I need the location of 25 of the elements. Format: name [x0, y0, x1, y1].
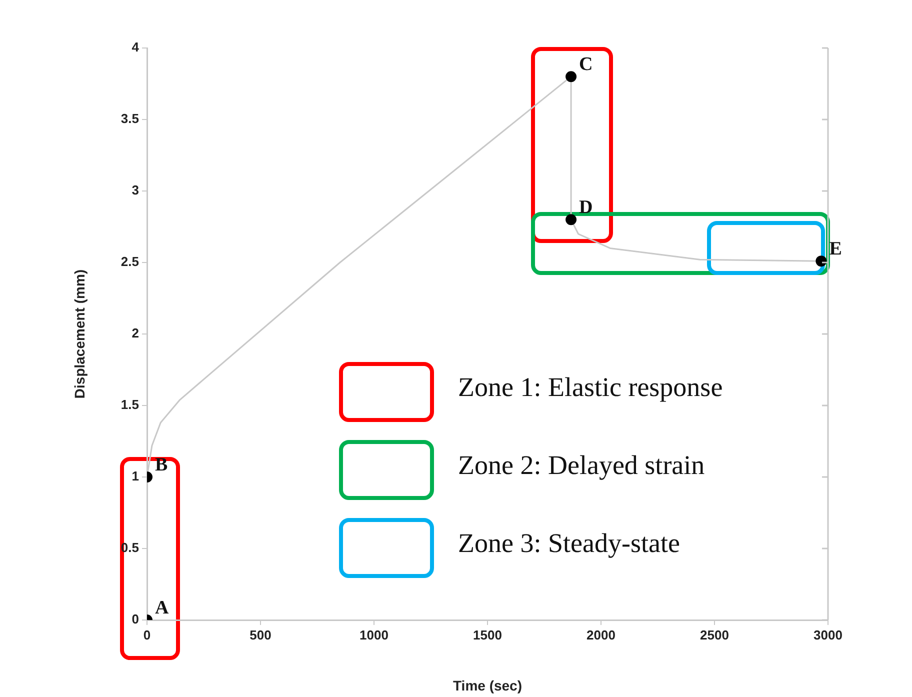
annotation: B: [155, 454, 168, 476]
y-axis-title: Displacement (mm): [71, 269, 88, 399]
y-tick-label: 3.5: [120, 111, 139, 126]
y-tick-label: 0: [132, 612, 139, 627]
x-tick-label: 2500: [700, 627, 729, 642]
annotation: A: [155, 597, 169, 618]
x-axis-title: Time (sec): [453, 677, 522, 694]
x-tick-label: 1000: [360, 627, 388, 642]
x-tick-label: 500: [250, 627, 272, 642]
x-tick-label: 3000: [814, 627, 842, 642]
y-tick-label: 2: [132, 326, 139, 341]
x-tick-label: 0: [143, 627, 151, 642]
y-tick-label: 1: [132, 468, 139, 484]
point: [566, 214, 577, 226]
annotation: Zone 2: Delayed strain: [458, 450, 705, 481]
annotation: C: [579, 54, 593, 76]
y-tick-label: 4: [132, 40, 140, 55]
y-tick-label: 2.5: [120, 254, 139, 270]
x-tick-label: 2000: [586, 627, 616, 642]
y-tick-label: 3: [132, 182, 139, 198]
annotation: Zone 3: Steady-state: [458, 528, 680, 559]
point: [566, 71, 577, 82]
y-tick-label: 1.5: [120, 397, 139, 412]
annotation: Zone 1: Elastic response: [458, 372, 723, 403]
x-tick-label: 1500: [473, 627, 502, 642]
